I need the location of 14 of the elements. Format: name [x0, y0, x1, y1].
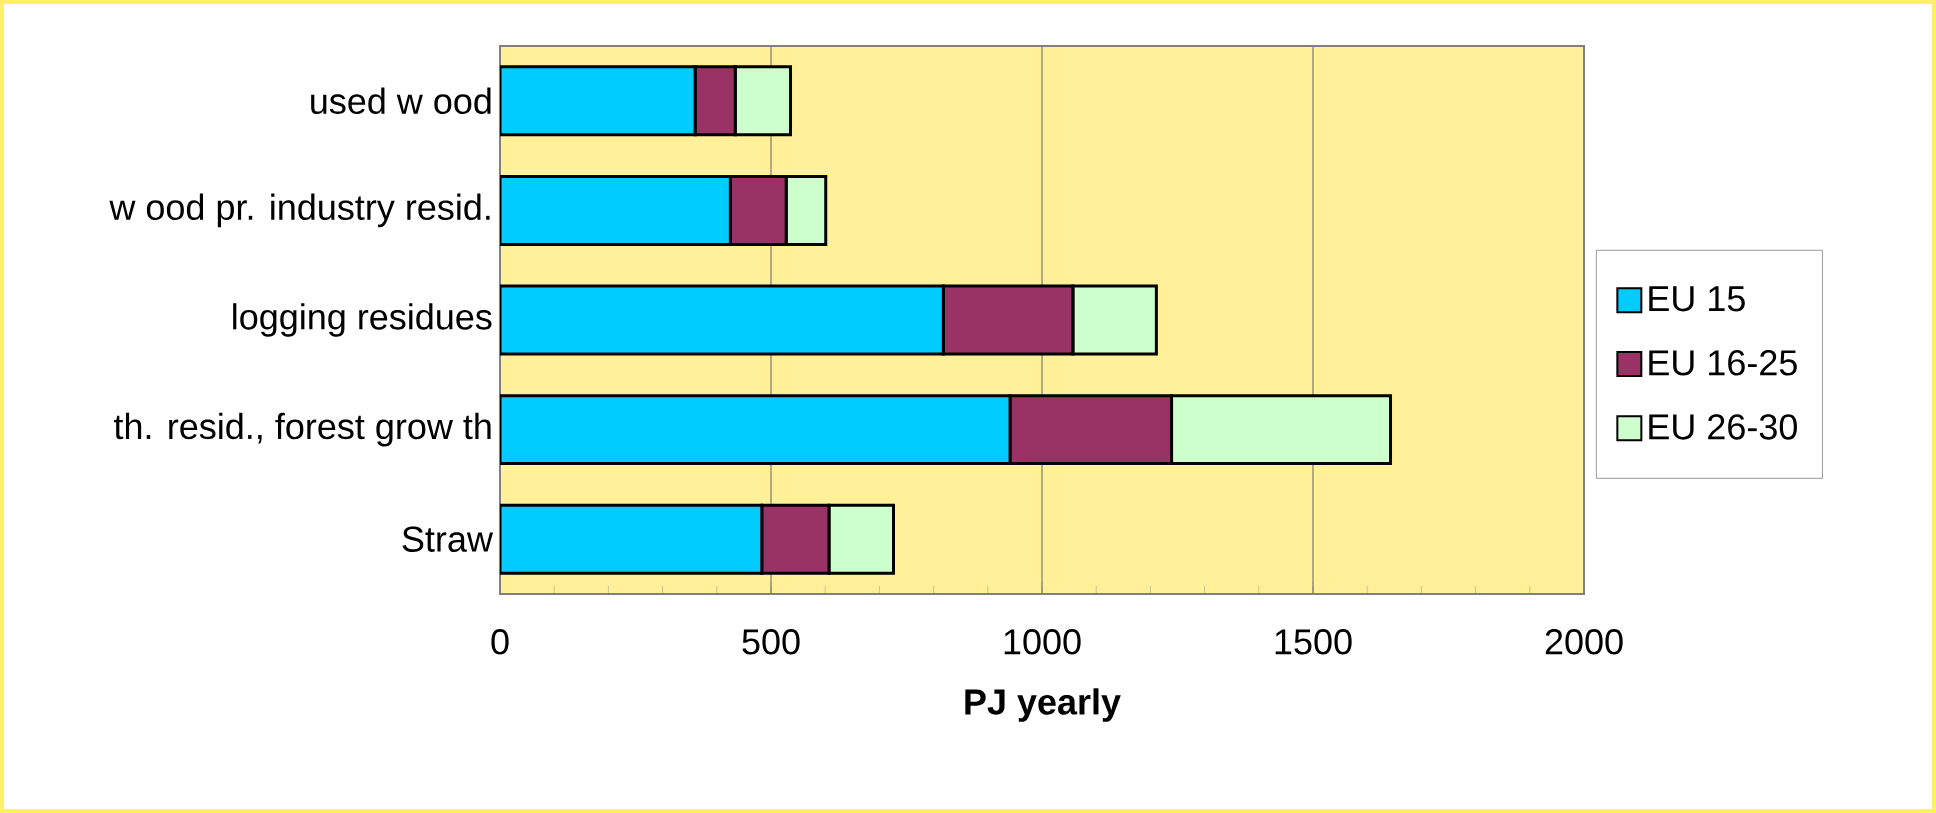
x-tick-label: 1500: [1275, 629, 1352, 655]
y-tick-label: th. resid., forest grow th: [113, 412, 491, 447]
y-tick-label: w ood pr. industry resid.: [109, 193, 490, 228]
x-tick-label: 2000: [1545, 629, 1623, 655]
legend-label: EU 26-30: [1649, 414, 1797, 440]
y-tick-label: used w ood: [311, 87, 491, 115]
x-axis-title: PJ yearly: [965, 688, 1121, 722]
y-tick-label: logging residues: [233, 303, 492, 337]
x-tick-label: 1000: [1004, 629, 1081, 655]
legend-label: EU 15: [1649, 286, 1745, 312]
x-tick-label: 500: [742, 629, 800, 655]
x-tick-label: 0: [491, 629, 509, 655]
y-tick-label: Straw: [402, 526, 494, 552]
legend-label: EU 16-25: [1649, 350, 1797, 376]
